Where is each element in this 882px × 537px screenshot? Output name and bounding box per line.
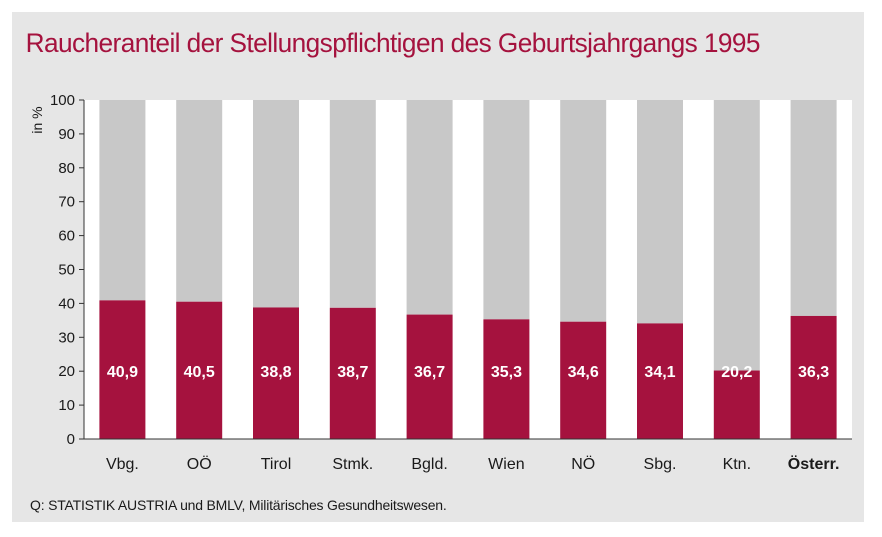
bar-value-label: 40,5 — [184, 364, 215, 381]
y-axis-label: in % — [29, 106, 45, 133]
y-tick-label: 80 — [58, 160, 75, 177]
bar — [637, 323, 683, 439]
bar-value-label: 34,6 — [568, 364, 599, 381]
bar-remainder — [329, 100, 376, 308]
source-note: Q: STATISTIK AUSTRIA und BMLV, Militäris… — [30, 497, 447, 513]
chart-title: Raucheranteil der Stellungspflichtigen d… — [25, 27, 761, 58]
bar — [253, 307, 299, 439]
y-axis: 0 10 20 30 40 50 60 70 80 90 100 — [50, 92, 852, 448]
x-tick-label: Ktn. — [723, 456, 751, 473]
bar — [329, 307, 376, 439]
bar-value-label: 40,9 — [107, 364, 138, 381]
x-tick-label: Vbg. — [106, 456, 139, 473]
x-tick-label: Stmk. — [332, 456, 373, 473]
x-tick-label: NÖ — [571, 455, 595, 473]
bar — [790, 315, 837, 439]
bar-value-label: 36,7 — [414, 364, 445, 381]
y-tick-label: 0 — [67, 431, 75, 448]
bar — [560, 321, 607, 439]
bar-remainder — [253, 100, 299, 308]
bar-remainder — [483, 100, 530, 320]
bar-value-label: 34,1 — [644, 364, 675, 381]
bar-remainder — [713, 100, 760, 371]
bar-remainder — [99, 100, 146, 301]
y-tick-label: 60 — [58, 228, 75, 245]
y-tick-label: 50 — [58, 262, 75, 279]
x-tick-label: Bgld. — [411, 456, 447, 473]
bar-remainder — [560, 100, 607, 322]
bar — [99, 300, 146, 439]
y-tick-label: 10 — [58, 397, 75, 414]
y-tick-label: 40 — [58, 295, 75, 312]
y-tick-label: 90 — [58, 126, 75, 143]
x-tick-label: OÖ — [187, 455, 212, 473]
y-tick-label: 100 — [50, 92, 75, 109]
bar-value-label: 38,7 — [337, 364, 368, 381]
bar — [406, 314, 453, 439]
bar-remainder — [176, 100, 223, 302]
x-axis-labels: Vbg. OÖ Tirol Stmk. Bgld. Wien NÖ Sbg. Ktn. Öster… — [106, 454, 839, 473]
bar-value-label: 35,3 — [491, 364, 522, 381]
x-tick-label: Tirol — [261, 456, 292, 473]
y-tick-label: 20 — [58, 363, 75, 380]
bar-value-label: 38,8 — [260, 364, 291, 381]
bar — [713, 370, 760, 439]
bar — [176, 301, 223, 439]
x-tick-label: Sbg. — [644, 456, 677, 473]
bar-chart: 40,9 40,5 38,8 38,7 36,7 35,3 34,6 34,1 20,2 36,3… — [29, 92, 852, 473]
bar-remainder — [406, 100, 453, 315]
bar-value-label: 20,2 — [721, 364, 752, 381]
bar-value-label: 36,3 — [798, 364, 829, 381]
bar-remainder — [637, 100, 683, 324]
bar — [483, 319, 530, 439]
y-tick-label: 70 — [58, 194, 75, 211]
bar-remainder — [790, 100, 837, 316]
y-tick-label: 30 — [58, 329, 75, 346]
x-tick-label: Wien — [488, 456, 524, 473]
bars-layer: 40,9 40,5 38,8 38,7 36,7 35,3 34,6 34,1 20,2 36,3 — [99, 100, 837, 439]
x-tick-label: Österr. — [788, 454, 840, 473]
